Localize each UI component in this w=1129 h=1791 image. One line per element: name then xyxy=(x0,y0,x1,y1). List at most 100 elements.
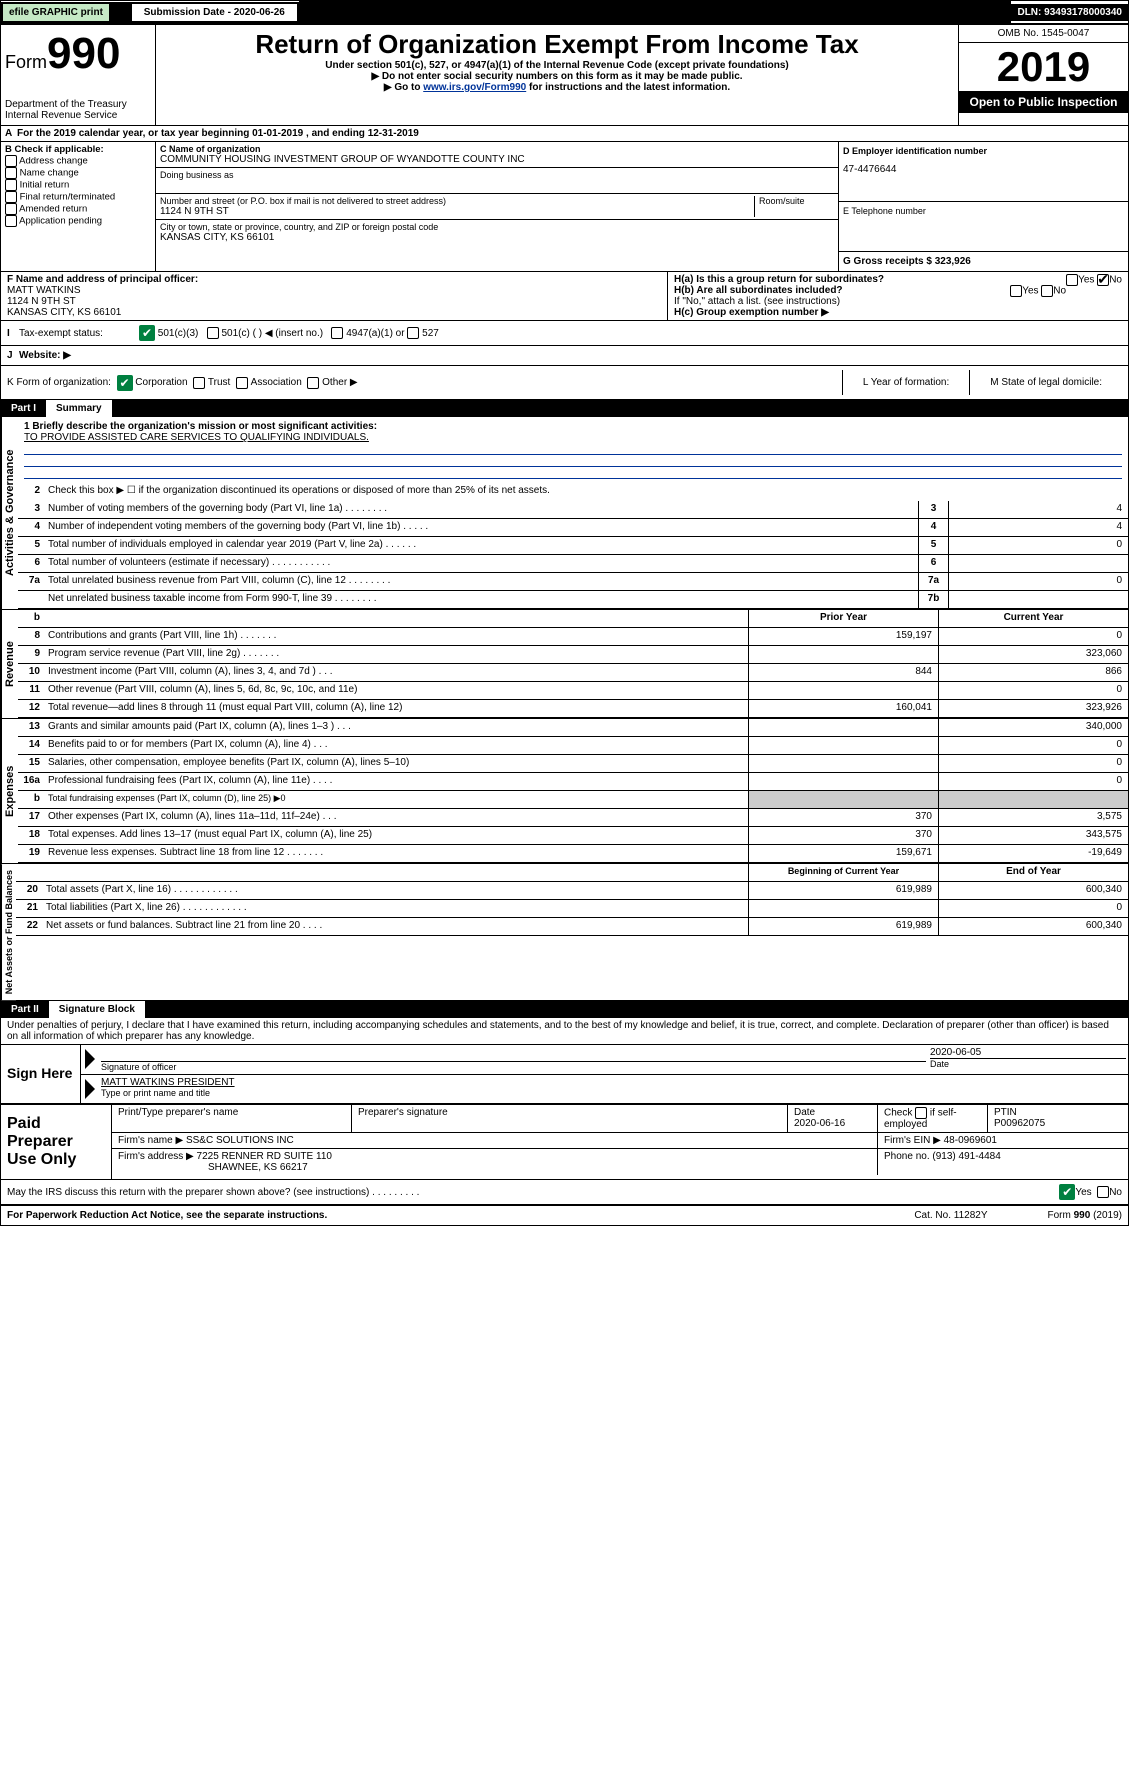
phone-label: Phone no. xyxy=(884,1151,930,1162)
form-note1: ▶ Do not enter social security numbers o… xyxy=(160,71,954,82)
check-title: B Check if applicable: xyxy=(5,144,151,155)
triangle-icon xyxy=(85,1049,95,1069)
prep-sig-header: Preparer's signature xyxy=(352,1105,788,1132)
paid-header-line: Print/Type preparer's name Preparer's si… xyxy=(112,1105,1128,1133)
firm-addr-label: Firm's address ▶ xyxy=(118,1151,194,1162)
cb-name-change[interactable]: Name change xyxy=(5,167,151,179)
cb-other[interactable] xyxy=(307,377,319,389)
cb-amended[interactable]: Amended return xyxy=(5,203,151,215)
summary-line: 5Total number of individuals employed in… xyxy=(18,537,1128,555)
city-state-zip: KANSAS CITY, KS 66101 xyxy=(160,232,834,243)
prior-year-header: Prior Year xyxy=(748,610,938,627)
date-header: Date xyxy=(794,1107,871,1118)
section-net-assets: Net Assets or Fund Balances Beginning of… xyxy=(1,864,1128,1001)
dba-label: Doing business as xyxy=(160,170,834,180)
tab-net-assets: Net Assets or Fund Balances xyxy=(1,864,16,1000)
cb-trust[interactable] xyxy=(193,377,205,389)
addr-label: Number and street (or P.O. box if mail i… xyxy=(160,196,754,206)
sign-body: Signature of officer 2020-06-05 Date MAT… xyxy=(81,1045,1128,1103)
summary-line: 12Total revenue—add lines 8 through 11 (… xyxy=(18,700,1128,718)
form-subtitle: Under section 501(c), 527, or 4947(a)(1)… xyxy=(160,60,954,71)
website-row: J Website: ▶ xyxy=(1,346,1128,366)
summary-line: 22Net assets or fund balances. Subtract … xyxy=(16,918,1128,936)
part1-header: Part I Summary xyxy=(1,400,1128,417)
na-header: Beginning of Current Year End of Year xyxy=(16,864,1128,882)
type-print-label: Type or print name and title xyxy=(101,1088,1126,1098)
hb-row: H(b) Are all subordinates included? Yes … xyxy=(674,285,1122,296)
cb-initial-return[interactable]: Initial return xyxy=(5,179,151,191)
ha-yes[interactable] xyxy=(1066,274,1078,286)
discuss-yes[interactable]: ✔ xyxy=(1059,1184,1075,1200)
exp-lines: 13Grants and similar amounts paid (Part … xyxy=(18,719,1128,863)
hb-yes[interactable] xyxy=(1010,285,1022,297)
topbar-spacer xyxy=(299,1,1012,23)
section-ag: Activities & Governance 1 Briefly descri… xyxy=(1,417,1128,610)
k-label: K Form of organization: xyxy=(7,377,111,388)
form-prefix: Form xyxy=(5,52,47,72)
form-990-page: efile GRAPHIC print Submission Date - 20… xyxy=(0,0,1129,1226)
cb-app-pending[interactable]: Application pending xyxy=(5,215,151,227)
cb-final-return[interactable]: Final return/terminated xyxy=(5,191,151,203)
prep-date-cell: Date 2020-06-16 xyxy=(788,1105,878,1132)
sig-line-1: Signature of officer 2020-06-05 Date xyxy=(81,1045,1128,1075)
blank-line xyxy=(24,443,1122,455)
m-label: M State of legal domicile: xyxy=(969,370,1122,395)
city-label: City or town, state or province, country… xyxy=(160,222,834,232)
cb-corp[interactable]: ✔ xyxy=(117,375,133,391)
q2-text: Check this box ▶ ☐ if the organization d… xyxy=(46,483,1128,501)
note2-pre: ▶ Go to xyxy=(384,82,423,93)
ha-row: H(a) Is this a group return for subordin… xyxy=(674,274,1122,285)
firm-phone: (913) 491-4484 xyxy=(932,1151,1000,1162)
officer-name: MATT WATKINS xyxy=(7,285,661,296)
na-body: Beginning of Current Year End of Year 20… xyxy=(16,864,1128,1000)
discuss-no[interactable] xyxy=(1097,1186,1109,1198)
self-employed-cell: Check if self-employed xyxy=(878,1105,988,1132)
summary-line: 21Total liabilities (Part X, line 26) . … xyxy=(16,900,1128,918)
part2-num: Part II xyxy=(1,1001,49,1018)
hb-no[interactable] xyxy=(1041,285,1053,297)
cb-527[interactable] xyxy=(407,327,419,339)
cb-self-employed[interactable] xyxy=(915,1107,927,1119)
cb-501c3[interactable]: ✔ xyxy=(139,325,155,341)
org-name-label: C Name of organization xyxy=(160,144,834,154)
rev-header: b Prior Year Current Year xyxy=(18,610,1128,628)
efile-badge[interactable]: efile GRAPHIC print xyxy=(1,2,111,23)
declaration: Under penalties of perjury, I declare th… xyxy=(1,1018,1128,1045)
entity-row: B Check if applicable: Address change Na… xyxy=(1,142,1128,272)
note2-post: for instructions and the latest informat… xyxy=(529,82,730,93)
sig-date: 2020-06-05 xyxy=(930,1047,1126,1058)
ha-no[interactable] xyxy=(1097,274,1109,286)
cb-501c[interactable] xyxy=(207,327,219,339)
part2-title: Signature Block xyxy=(49,1001,145,1018)
org-name-cell: C Name of organization COMMUNITY HOUSING… xyxy=(156,142,838,168)
form-header: Form990 Department of the Treasury Inter… xyxy=(1,25,1128,126)
paid-body: Print/Type preparer's name Preparer's si… xyxy=(111,1105,1128,1179)
irs-link[interactable]: www.irs.gov/Form990 xyxy=(423,82,526,93)
firm-ein: 48-0969601 xyxy=(944,1135,997,1146)
boy-header: Beginning of Current Year xyxy=(748,864,938,881)
check-column: B Check if applicable: Address change Na… xyxy=(1,142,156,271)
q1-block: 1 Briefly describe the organization's mi… xyxy=(18,417,1128,483)
q2-line: 2 Check this box ▶ ☐ if the organization… xyxy=(18,483,1128,501)
summary-line: 4Number of independent voting members of… xyxy=(18,519,1128,537)
cb-assoc[interactable] xyxy=(236,377,248,389)
top-bar: efile GRAPHIC print Submission Date - 20… xyxy=(1,1,1128,25)
summary-line: Net unrelated business taxable income fr… xyxy=(18,591,1128,609)
form-number: Form990 xyxy=(5,29,151,79)
page-footer: For Paperwork Reduction Act Notice, see … xyxy=(1,1205,1128,1225)
open-public-inspection: Open to Public Inspection xyxy=(959,91,1128,113)
header-mid: Return of Organization Exempt From Incom… xyxy=(156,25,958,125)
firm-name-line: Firm's name ▶ SS&C SOLUTIONS INC Firm's … xyxy=(112,1133,1128,1149)
summary-line: 8Contributions and grants (Part VIII, li… xyxy=(18,628,1128,646)
cb-4947[interactable] xyxy=(331,327,343,339)
officer-addr1: 1124 N 9TH ST xyxy=(7,296,661,307)
sig-name-title: MATT WATKINS PRESIDENT xyxy=(101,1077,1126,1088)
officer-label: F Name and address of principal officer: xyxy=(7,274,661,285)
addr-cell: Number and street (or P.O. box if mail i… xyxy=(156,194,838,220)
hc-label: H(c) Group exemption number ▶ xyxy=(674,307,1122,318)
firm-name-label: Firm's name ▶ xyxy=(118,1135,183,1146)
form-note2: ▶ Go to www.irs.gov/Form990 for instruct… xyxy=(160,82,954,93)
summary-line: 16aProfessional fundraising fees (Part I… xyxy=(18,773,1128,791)
cb-address-change[interactable]: Address change xyxy=(5,155,151,167)
header-left: Form990 Department of the Treasury Inter… xyxy=(1,25,156,125)
